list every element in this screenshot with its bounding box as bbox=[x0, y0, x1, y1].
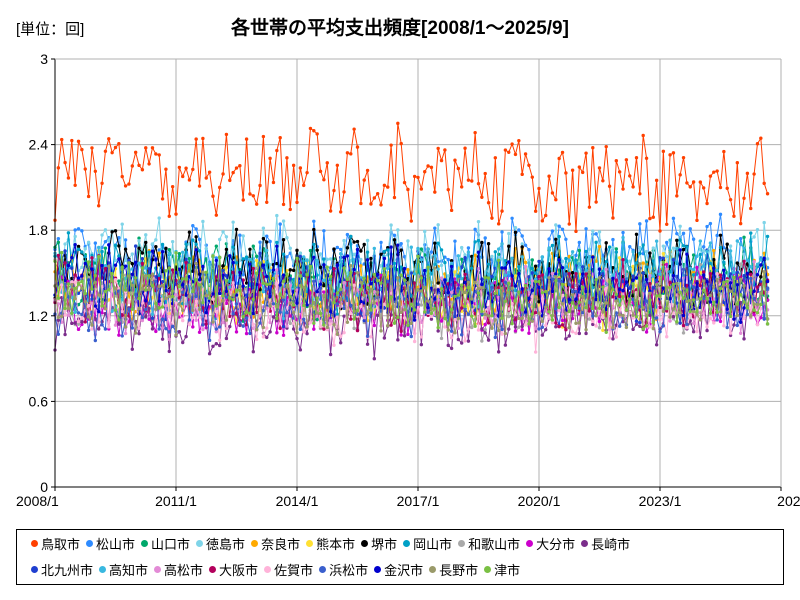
legend-marker-icon bbox=[458, 539, 466, 547]
legend-item[interactable]: 堺市 bbox=[361, 534, 397, 553]
legend-marker-icon bbox=[86, 539, 94, 547]
legend-item[interactable]: 徳島市 bbox=[196, 534, 245, 553]
legend-item-label: 山口市 bbox=[151, 536, 191, 552]
x-tick-label: 2011/1 bbox=[155, 493, 197, 509]
y-tick-label: 1.8 bbox=[29, 222, 49, 238]
legend-item-label: 大阪市 bbox=[219, 562, 259, 578]
legend-marker-icon bbox=[154, 565, 162, 573]
legend-row: 北九州市 高知市 高松市 大阪市 佐賀市 浜松市 金沢市 長野市 津市 bbox=[17, 556, 783, 582]
legend-marker-icon bbox=[209, 565, 217, 573]
legend-marker-icon bbox=[141, 539, 149, 547]
legend-marker-icon bbox=[31, 539, 38, 547]
legend-item[interactable]: 大分市 bbox=[526, 534, 575, 553]
legend-marker-icon bbox=[251, 539, 259, 547]
legend-item[interactable]: 鳥取市 bbox=[31, 534, 80, 553]
page-title: 各世帯の平均支出頻度[2008/1～2025/9] bbox=[231, 18, 569, 39]
legend-marker-icon bbox=[374, 565, 382, 573]
legend-item[interactable]: 奈良市 bbox=[251, 534, 300, 553]
legend-item-label: 佐賀市 bbox=[274, 562, 314, 578]
legend-item[interactable]: 山口市 bbox=[141, 534, 190, 553]
legend-item-label: 和歌山市 bbox=[468, 536, 521, 552]
legend-item[interactable]: 大阪市 bbox=[209, 560, 258, 579]
legend-item[interactable]: 長野市 bbox=[429, 560, 478, 579]
legend-marker-icon bbox=[361, 539, 369, 547]
legend-item[interactable]: 佐賀市 bbox=[264, 560, 313, 579]
legend-item[interactable]: 和歌山市 bbox=[458, 534, 520, 553]
legend-marker-icon bbox=[99, 565, 107, 573]
legend-item-label: 浜松市 bbox=[329, 562, 369, 578]
legend-item-label: 金沢市 bbox=[384, 562, 424, 578]
chart-legend: 鳥取市 松山市 山口市 徳島市 奈良市 熊本市 堺市 岡山市 和歌山市 大分市 長崎市 北九州市 高知… bbox=[16, 529, 784, 585]
legend-item-label: 徳島市 bbox=[206, 536, 246, 552]
x-tick-label: 2026/1 bbox=[777, 493, 800, 509]
legend-item-label: 長崎市 bbox=[591, 536, 631, 552]
legend-item-label: 津市 bbox=[494, 562, 521, 578]
legend-marker-icon bbox=[526, 539, 534, 547]
legend-item[interactable]: 金沢市 bbox=[374, 560, 423, 579]
legend-item-label: 奈良市 bbox=[261, 536, 301, 552]
legend-item-label: 岡山市 bbox=[413, 536, 453, 552]
legend-item[interactable]: 岡山市 bbox=[403, 534, 452, 553]
legend-marker-icon bbox=[196, 539, 204, 547]
y-tick-label: 2.4 bbox=[29, 137, 49, 153]
legend-item[interactable]: 長崎市 bbox=[581, 534, 630, 553]
legend-marker-icon bbox=[306, 539, 314, 547]
legend-item-label: 鳥取市 bbox=[41, 536, 81, 552]
legend-item[interactable]: 高松市 bbox=[154, 560, 203, 579]
legend-marker-icon bbox=[484, 565, 492, 573]
y-tick-label: 0.6 bbox=[29, 393, 49, 409]
x-tick-label: 2017/1 bbox=[397, 493, 440, 509]
legend-item[interactable]: 北九州市 bbox=[31, 560, 93, 579]
legend-marker-icon bbox=[429, 565, 437, 573]
legend-item-label: 熊本市 bbox=[316, 536, 356, 552]
line-chart-svg: 0 0.6 1.2 1.8 2.4 3 2008/1 2011/1 2014/1 2017/1 20… bbox=[16, 51, 800, 509]
legend-item-label: 高知市 bbox=[109, 562, 149, 578]
legend-marker-icon bbox=[319, 565, 327, 573]
y-tick-label: 0 bbox=[40, 479, 48, 495]
x-tick-label: 2023/1 bbox=[639, 493, 682, 509]
x-tick-label: 2014/1 bbox=[276, 493, 319, 509]
plot-area: 0 0.6 1.2 1.8 2.4 3 2008/1 2011/1 2014/1 2017/1 20… bbox=[16, 51, 800, 509]
legend-item[interactable]: 浜松市 bbox=[319, 560, 368, 579]
legend-marker-icon bbox=[403, 539, 411, 547]
legend-item[interactable]: 津市 bbox=[484, 560, 520, 579]
legend-row: 鳥取市 松山市 山口市 徳島市 奈良市 熊本市 堺市 岡山市 和歌山市 大分市 長崎市 bbox=[17, 530, 783, 556]
legend-item-label: 松山市 bbox=[96, 536, 136, 552]
legend-item-label: 堺市 bbox=[371, 536, 398, 552]
y-tick-label: 1.2 bbox=[29, 308, 49, 324]
legend-item-label: 大分市 bbox=[536, 536, 576, 552]
legend-marker-icon bbox=[264, 565, 272, 573]
x-tick-label: 2008/1 bbox=[16, 493, 59, 509]
legend-item-label: 高松市 bbox=[164, 562, 204, 578]
legend-item-label: 北九州市 bbox=[41, 562, 94, 578]
legend-item-label: 長野市 bbox=[439, 562, 479, 578]
legend-item[interactable]: 熊本市 bbox=[306, 534, 355, 553]
legend-item[interactable]: 高知市 bbox=[99, 560, 148, 579]
x-tick-label: 2020/1 bbox=[518, 493, 561, 509]
legend-item[interactable]: 松山市 bbox=[86, 534, 135, 553]
legend-marker-icon bbox=[581, 539, 589, 547]
unit-label: [単位：回] bbox=[16, 21, 85, 38]
y-tick-label: 3 bbox=[40, 51, 48, 67]
legend-marker-icon bbox=[31, 565, 38, 573]
